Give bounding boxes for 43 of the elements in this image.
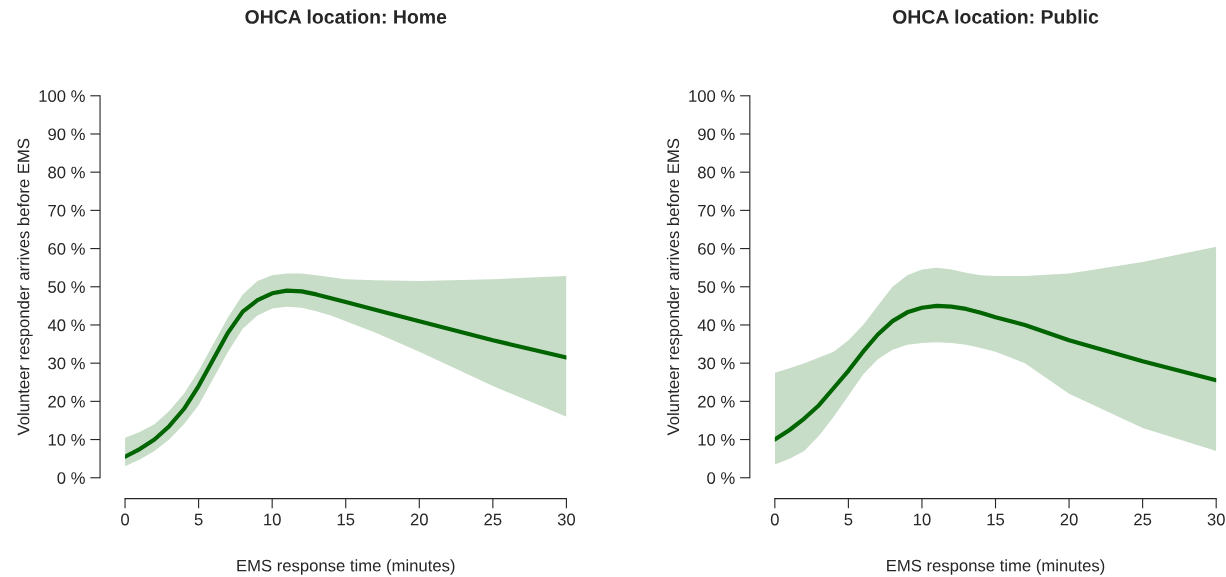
y-tick-label: 10 % [698, 433, 735, 446]
x-tick-label: 0 [121, 513, 130, 526]
y-tick-label: 60 % [48, 242, 85, 255]
x-tick-label: 0 [770, 513, 779, 526]
y-tick-label: 90 % [698, 128, 735, 141]
x-tick-label: 15 [337, 513, 355, 526]
y-tick-label: 70 % [698, 204, 735, 217]
x-tick-label: 5 [844, 513, 853, 526]
x-tick-label: 25 [1134, 513, 1152, 526]
x-tick-label: 30 [1207, 513, 1225, 526]
x-tick-label: 20 [410, 513, 428, 526]
x-tick-label: 10 [913, 513, 931, 526]
x-tick-label: 30 [557, 513, 576, 526]
y-axis-title: Volunteer responder arrives before EMS [17, 138, 33, 436]
chart-title: OHCA location: Home [245, 9, 447, 24]
y-tick-label: 90 % [48, 128, 85, 141]
x-axis-title: EMS response time (minutes) [237, 559, 455, 575]
x-tick-label: 25 [484, 513, 502, 526]
y-tick-label: 100 % [689, 90, 735, 102]
y-tick-label: 50 % [48, 281, 85, 293]
y-tick-label: 100 % [39, 90, 85, 102]
line-series [774, 303, 1217, 442]
x-tick-label: 10 [264, 513, 281, 526]
y-tick-label: 0 % [57, 472, 85, 484]
x-tick-label: 20 [1060, 513, 1078, 526]
y-tick-label: 40 % [47, 319, 85, 332]
y-tick-label: 40 % [697, 319, 735, 332]
y-tick-label: 10 % [48, 433, 85, 446]
y-tick-label: 60 % [698, 242, 735, 255]
y-tick-label: 50 % [697, 281, 735, 293]
x-tick-label: 15 [987, 513, 1005, 526]
y-tick-label: 20 % [698, 395, 735, 408]
chart-title: OHCA location: Public [892, 9, 1099, 24]
y-tick-label: 80 % [48, 166, 85, 179]
x-axis-title: EMS response time (minutes) [887, 559, 1105, 575]
y-tick-label: 70 % [48, 204, 85, 217]
x-tick-label: 5 [194, 513, 203, 526]
y-tick-label: 80 % [697, 166, 735, 179]
y-tick-label: 30 % [697, 357, 735, 370]
y-tick-label: 20 % [48, 395, 85, 408]
y-tick-label: 0 % [707, 472, 735, 484]
y-tick-label: 30 % [48, 357, 85, 370]
y-axis-title: Volunteer responder arrives before EMS [666, 138, 683, 436]
